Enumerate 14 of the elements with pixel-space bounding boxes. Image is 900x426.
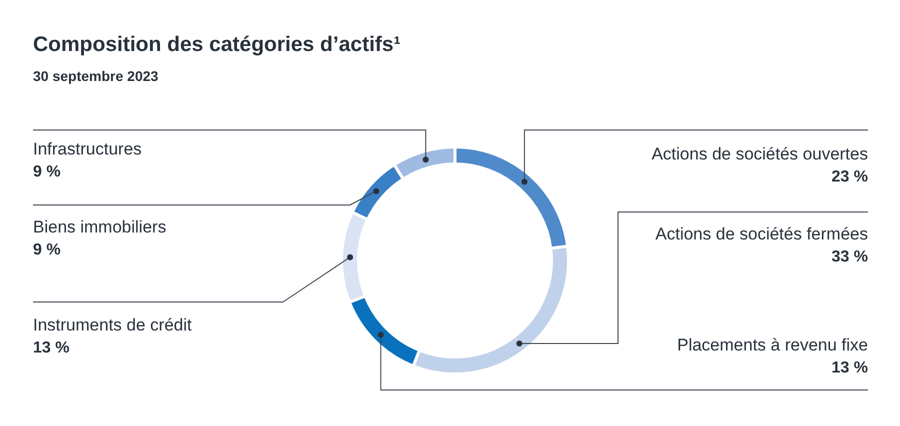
chart-title: Composition des catégories d’actifs¹ xyxy=(33,33,401,57)
slice-label: Actions de sociétés fermées xyxy=(655,224,868,244)
slice-label: Infrastructures xyxy=(33,140,142,159)
slice-label: Actions de sociétés ouvertes xyxy=(652,144,868,164)
data-label: 9 % xyxy=(33,163,61,180)
slice-label: Biens immobiliers xyxy=(33,218,166,237)
data-label: 33 % xyxy=(832,248,868,266)
data-label: 13 % xyxy=(33,339,70,356)
data-label: 13 % xyxy=(832,359,868,376)
slice-label: Placements à revenu fixe xyxy=(677,336,868,355)
chart-subtitle: 30 septembre 2023 xyxy=(33,68,158,84)
data-label: 9 % xyxy=(33,241,61,258)
slice-label: Instruments de crédit xyxy=(33,316,192,335)
data-label: 23 % xyxy=(832,168,868,186)
